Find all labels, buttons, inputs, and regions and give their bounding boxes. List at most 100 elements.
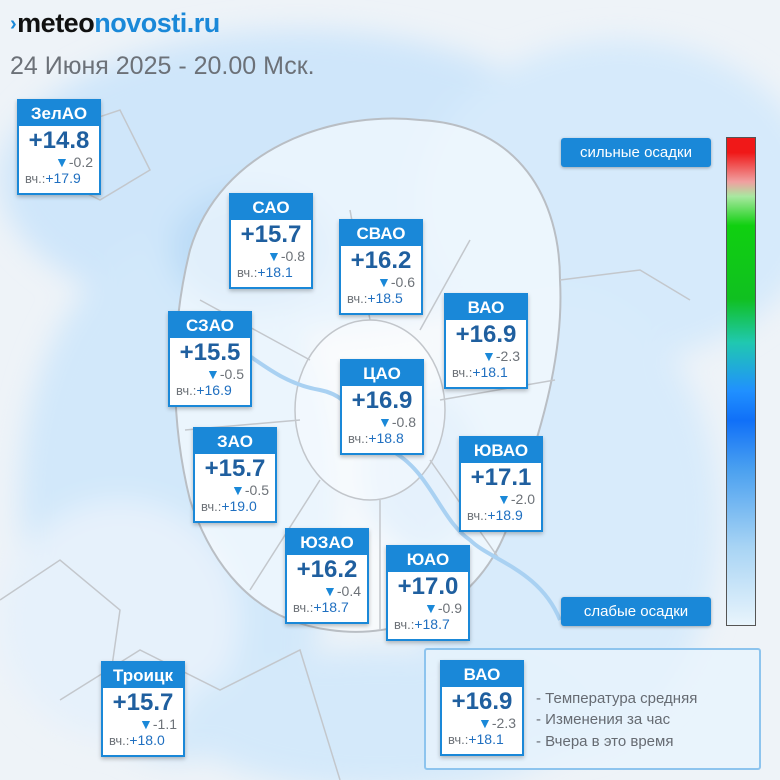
district-card-tsao: ЦАО +16.9 ▼-0.8 вч.:+18.8 <box>340 359 424 455</box>
district-name: ВАО <box>446 295 526 320</box>
delta-value: -2.3 <box>495 348 520 364</box>
yesterday-value: +16.9 <box>196 382 232 398</box>
district-temp: +16.9 <box>351 387 413 414</box>
district-temp: +14.8 <box>28 127 90 154</box>
district-card-szao: СЗАО +15.5 ▼-0.5 вч.:+16.9 <box>168 311 252 407</box>
district-delta: ▼-0.2 <box>19 154 99 170</box>
down-triangle-icon: ▼ <box>206 366 220 382</box>
district-delta: ▼-1.1 <box>103 716 183 732</box>
yesterday-label: вч.: <box>347 291 368 306</box>
district-yesterday: вч.:+18.9 <box>461 507 541 524</box>
down-triangle-icon: ▼ <box>55 154 69 170</box>
legend-sample-card: ВАО +16.9 ▼-2.3 вч.:+18.1 <box>440 660 524 756</box>
district-name: ЮАО <box>388 547 468 572</box>
district-yesterday: вч.:+18.5 <box>341 290 421 307</box>
district-delta: ▼-0.5 <box>195 482 275 498</box>
district-delta: ▼-0.8 <box>231 248 311 264</box>
yesterday-label: вч.: <box>348 431 369 446</box>
delta-value: -0.4 <box>336 583 361 599</box>
down-triangle-icon: ▼ <box>377 274 391 290</box>
yesterday-label: вч.: <box>109 733 130 748</box>
district-name: ЮЗАО <box>287 530 367 555</box>
district-delta: ▼-0.4 <box>287 583 367 599</box>
district-name: ЗелАО <box>19 101 99 126</box>
logo-part-meteo: meteo <box>17 8 95 38</box>
delta-value: -0.8 <box>391 414 416 430</box>
yesterday-value: +18.1 <box>472 364 508 380</box>
delta-value: -0.6 <box>390 274 415 290</box>
yesterday-label: вч.: <box>25 171 46 186</box>
district-name: ЗАО <box>195 429 275 454</box>
yesterday-value: +18.0 <box>129 732 165 748</box>
district-temp: +15.7 <box>204 455 266 482</box>
district-name: ЦАО <box>342 361 422 386</box>
precip-color-scale <box>726 137 756 626</box>
district-temp: +16.2 <box>296 556 358 583</box>
legend-line-change: - Изменения за час <box>536 711 671 728</box>
district-delta: ▼-2.0 <box>461 491 541 507</box>
delta-value: -2.3 <box>491 715 516 731</box>
district-yesterday: вч.:+18.1 <box>231 264 311 281</box>
yesterday-value: +18.9 <box>487 507 523 523</box>
district-temp: +16.9 <box>451 688 513 715</box>
yesterday-label: вч.: <box>176 383 197 398</box>
yesterday-label: вч.: <box>293 600 314 615</box>
district-yesterday: вч.:+18.7 <box>287 599 367 616</box>
district-temp: +16.9 <box>455 321 517 348</box>
delta-value: -0.8 <box>280 248 305 264</box>
district-card-vao: ВАО +16.9 ▼-2.3 вч.:+18.1 <box>444 293 528 389</box>
down-triangle-icon: ▼ <box>139 716 153 732</box>
district-delta: ▼-0.8 <box>342 414 422 430</box>
delta-value: -0.5 <box>219 366 244 382</box>
district-yesterday: вч.:+17.9 <box>19 170 99 187</box>
down-triangle-icon: ▼ <box>267 248 281 264</box>
down-triangle-icon: ▼ <box>424 600 438 616</box>
yesterday-value: +18.7 <box>313 599 349 615</box>
legend-line-yesterday: - Вчера в это время <box>536 733 674 750</box>
district-yesterday: вч.:+18.7 <box>388 616 468 633</box>
district-yesterday: вч.:+18.8 <box>342 430 422 447</box>
down-triangle-icon: ▼ <box>323 583 337 599</box>
yesterday-label: вч.: <box>467 508 488 523</box>
district-name: ЮВАО <box>461 438 541 463</box>
district-temp: +15.5 <box>179 339 241 366</box>
district-name: СЗАО <box>170 313 250 338</box>
district-yesterday: вч.:+18.1 <box>446 364 526 381</box>
district-card-sao: САО +15.7 ▼-0.8 вч.:+18.1 <box>229 193 313 289</box>
yesterday-label: вч.: <box>201 499 222 514</box>
yesterday-value: +18.8 <box>368 430 404 446</box>
site-logo: ›meteonovosti.ru <box>10 8 220 39</box>
district-name: СВАО <box>341 221 421 246</box>
delta-value: -0.2 <box>68 154 93 170</box>
yesterday-value: +18.5 <box>367 290 403 306</box>
precip-low-label: слабые осадки <box>561 597 711 626</box>
yesterday-value: +17.9 <box>45 170 81 186</box>
district-yesterday: вч.:+19.0 <box>195 498 275 515</box>
down-triangle-icon: ▼ <box>478 715 492 731</box>
district-card-zelao: ЗелАО +14.8 ▼-0.2 вч.:+17.9 <box>17 99 101 195</box>
yesterday-label: вч.: <box>452 365 473 380</box>
yesterday-value: +18.7 <box>414 616 450 632</box>
down-triangle-icon: ▼ <box>482 348 496 364</box>
logo-mark-icon: › <box>10 13 17 35</box>
district-yesterday: вч.:+16.9 <box>170 382 250 399</box>
delta-value: -0.9 <box>437 600 462 616</box>
yesterday-label: вч.: <box>448 732 469 747</box>
yesterday-value: +18.1 <box>257 264 293 280</box>
precip-high-label: сильные осадки <box>561 138 711 167</box>
down-triangle-icon: ▼ <box>497 491 511 507</box>
down-triangle-icon: ▼ <box>231 482 245 498</box>
district-delta: ▼-2.3 <box>446 348 526 364</box>
legend-line-temp: - Температура средняя <box>536 690 698 707</box>
district-card-yuvao: ЮВАО +17.1 ▼-2.0 вч.:+18.9 <box>459 436 543 532</box>
yesterday-value: +18.1 <box>468 731 504 747</box>
district-card-svao: СВАО +16.2 ▼-0.6 вч.:+18.5 <box>339 219 423 315</box>
district-name: ВАО <box>442 662 522 687</box>
district-name: САО <box>231 195 311 220</box>
district-temp: +17.0 <box>397 573 459 600</box>
district-delta: ▼-0.9 <box>388 600 468 616</box>
district-temp: +15.7 <box>240 221 302 248</box>
delta-value: -0.5 <box>244 482 269 498</box>
yesterday-label: вч.: <box>237 265 258 280</box>
